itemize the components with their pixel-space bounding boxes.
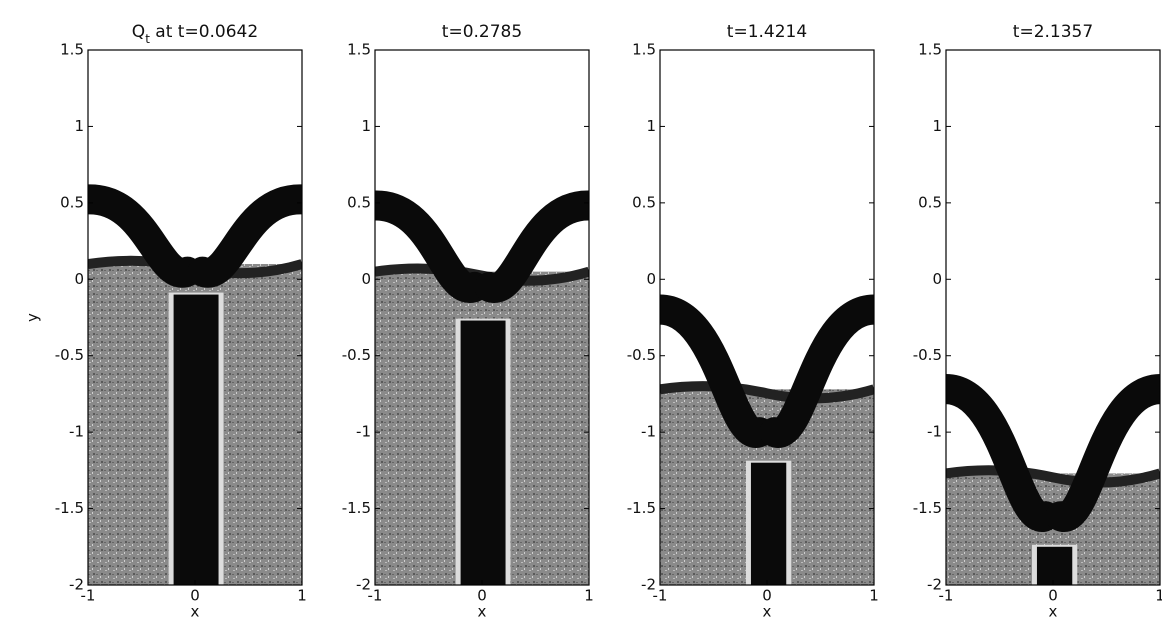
title-subscript: t xyxy=(145,32,150,46)
y-axis-label: y xyxy=(24,313,42,322)
y-tick-label: -2 xyxy=(927,576,942,594)
interface xyxy=(946,465,1160,488)
y-tick-label: -0.5 xyxy=(627,346,656,364)
y-tick-label: 0 xyxy=(932,270,942,288)
y-tick-label: -2 xyxy=(641,576,656,594)
x-tick-label: 0 xyxy=(190,587,200,605)
x-tick-label: 0 xyxy=(762,587,772,605)
panel: -2 -1.5 -1 -0.5 0 0.5 1 1.5 -1 0 1 x t=0.2785 xyxy=(342,22,594,621)
title-text: t=2.1357 xyxy=(1013,22,1093,42)
plume-arm xyxy=(759,294,874,448)
plume-arm xyxy=(660,294,775,448)
y-tick-label: -0.5 xyxy=(55,346,84,364)
y-tick-label: 1 xyxy=(932,117,942,135)
x-tick-label: -1 xyxy=(81,587,96,605)
field xyxy=(375,50,589,585)
panel-title: t=1.4214 xyxy=(727,22,807,42)
y-tick-label: 1 xyxy=(361,117,371,135)
x-tick-label: 1 xyxy=(584,587,594,605)
column xyxy=(1036,546,1073,585)
y-tick-label: -1.5 xyxy=(627,499,656,517)
panel: -2 -1.5 -1 -0.5 0 0.5 1 1.5 -1 0 1 x y Qt at t=0.0642 xyxy=(24,22,307,621)
y-tick-label: 0.5 xyxy=(60,193,84,211)
panel: -2 -1.5 -1 -0.5 0 0.5 1 1.5 -1 0 1 x t=1.4214 xyxy=(627,22,879,621)
column xyxy=(460,320,506,585)
x-axis-label: x xyxy=(1049,603,1058,621)
title-text: t=1.4214 xyxy=(727,22,807,42)
x-tick-label: 0 xyxy=(477,587,487,605)
plume-arm xyxy=(946,374,1061,532)
y-tick-label: 0 xyxy=(74,270,84,288)
x-axis-label: x xyxy=(763,603,772,621)
title-text: at t=0.0642 xyxy=(150,22,258,42)
y-tick-label: 1.5 xyxy=(347,41,371,59)
plume-arm xyxy=(1045,374,1160,532)
plume-arm xyxy=(375,190,490,303)
y-tick-label: 1.5 xyxy=(918,41,942,59)
y-tick-label: -1 xyxy=(69,423,84,441)
x-tick-label: 1 xyxy=(1155,587,1162,605)
y-tick-label: -0.5 xyxy=(913,346,942,364)
x-tick-label: 1 xyxy=(869,587,879,605)
y-tick-label: 1.5 xyxy=(632,41,656,59)
x-tick-label: 0 xyxy=(1048,587,1058,605)
y-tick-label: -0.5 xyxy=(342,346,371,364)
y-tick-label: -1.5 xyxy=(913,499,942,517)
y-tick-label: 0 xyxy=(646,270,656,288)
y-tick-label: 0.5 xyxy=(918,193,942,211)
plume-arm xyxy=(88,184,203,288)
y-tick-label: 1 xyxy=(646,117,656,135)
column xyxy=(173,294,219,585)
y-tick-label: -2 xyxy=(356,576,371,594)
x-tick-label: 1 xyxy=(297,587,307,605)
panel-title: t=0.2785 xyxy=(442,22,522,42)
y-tick-label: 0.5 xyxy=(632,193,656,211)
panel-title: t=2.1357 xyxy=(1013,22,1093,42)
y-tick-label: 0.5 xyxy=(347,193,371,211)
plume-arm xyxy=(187,184,302,288)
panel-title: Qt at t=0.0642 xyxy=(132,22,258,46)
y-tick-label: 1.5 xyxy=(60,41,84,59)
field xyxy=(946,50,1160,585)
y-tick-label: 0 xyxy=(361,270,371,288)
y-tick-label: -2 xyxy=(69,576,84,594)
x-tick-label: -1 xyxy=(653,587,668,605)
title-text: t=0.2785 xyxy=(442,22,522,42)
y-tick-label: -1 xyxy=(641,423,656,441)
panel: -2 -1.5 -1 -0.5 0 0.5 1 1.5 -1 0 1 x t=2.1357 xyxy=(913,22,1162,621)
title-quantity: Q xyxy=(132,22,145,42)
field xyxy=(660,50,874,585)
interface xyxy=(660,381,874,404)
plume-arm xyxy=(474,190,589,303)
y-tick-label: -1.5 xyxy=(55,499,84,517)
y-tick-label: -1 xyxy=(356,423,371,441)
x-axis-label: x xyxy=(478,603,487,621)
x-axis-label: x xyxy=(191,603,200,621)
x-tick-label: -1 xyxy=(939,587,954,605)
column xyxy=(750,462,787,585)
field xyxy=(88,50,302,585)
y-tick-label: -1 xyxy=(927,423,942,441)
x-tick-label: -1 xyxy=(368,587,383,605)
y-tick-label: 1 xyxy=(74,117,84,135)
y-tick-label: -1.5 xyxy=(342,499,371,517)
